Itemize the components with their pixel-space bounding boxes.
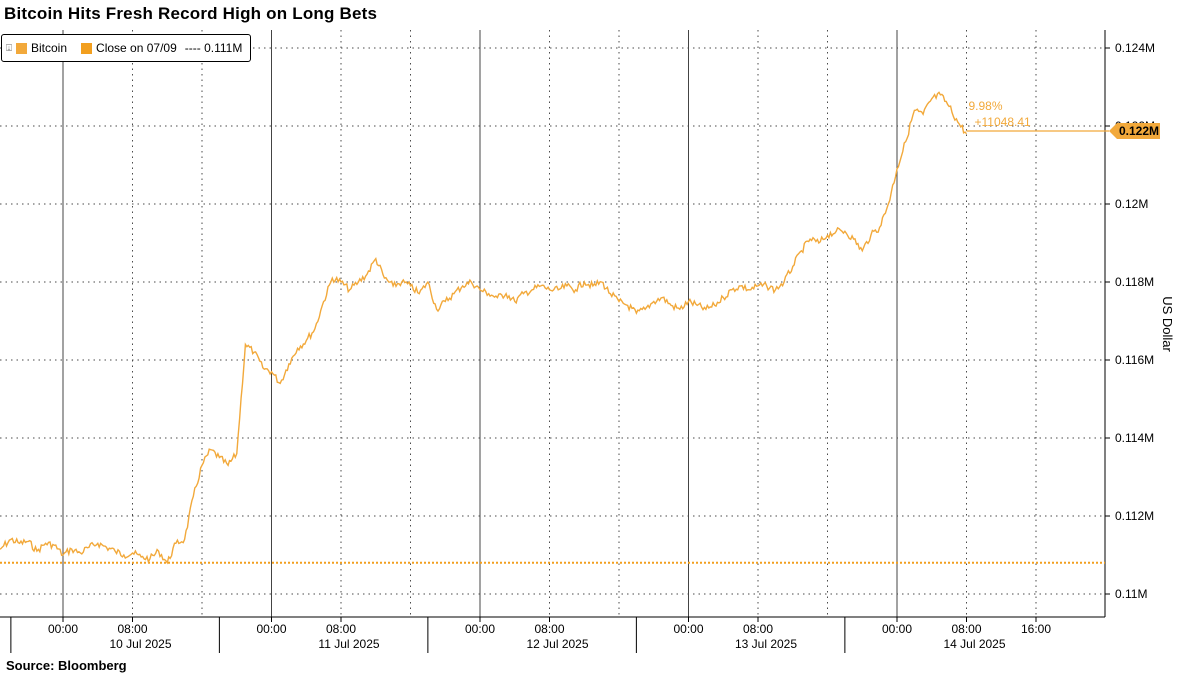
y-tick-label: 0.11M xyxy=(1115,587,1147,601)
x-tick-label: 00:00 xyxy=(882,622,912,636)
last-value-text: 0.122M xyxy=(1119,124,1159,138)
source-note: Source: Bloomberg xyxy=(6,658,127,673)
x-axis: 00:00 08:00 00:00 08:00 00:00 08:00 00:00 08:00… xyxy=(0,616,1105,653)
y-tick-label: 0.118M xyxy=(1115,275,1154,289)
legend-item-bitcoin[interactable]: ⍗ Bitcoin xyxy=(6,41,67,55)
annotation-absolute: +11048.41 xyxy=(975,115,1031,129)
legend-item-close[interactable]: Close on 07/09 ---- 0.111M xyxy=(73,41,242,55)
x-date-label: 13 Jul 2025 xyxy=(735,637,797,651)
annotation-percent: 9.98% xyxy=(969,99,1003,113)
bitcoin-swatch-icon xyxy=(16,42,27,54)
y-tick-label: 0.12M xyxy=(1115,197,1148,211)
x-date-label: 11 Jul 2025 xyxy=(318,637,379,651)
y-axis-title: US Dollar xyxy=(1160,296,1175,352)
grid xyxy=(0,30,1105,617)
x-tick-label: 08:00 xyxy=(326,622,356,636)
x-tick-label: 08:00 xyxy=(743,622,773,636)
legend-close-value: ---- 0.111M xyxy=(184,41,243,55)
x-tick-label: 00:00 xyxy=(673,622,703,636)
x-tick-label: 08:00 xyxy=(951,622,981,636)
y-tick-label: 0.114M xyxy=(1115,431,1154,445)
x-tick-label: 00:00 xyxy=(256,622,286,636)
legend-label-close: Close on 07/09 xyxy=(96,41,177,55)
day-separators xyxy=(62,30,898,617)
legend-label-bitcoin: Bitcoin xyxy=(31,41,68,55)
x-tick-label: 00:00 xyxy=(465,622,495,636)
x-tick-label: 08:00 xyxy=(117,622,147,636)
pin-icon: ⍗ xyxy=(6,42,12,54)
y-tick-label: 0.112M xyxy=(1115,509,1154,523)
y-axis: 0.11M0.112M0.114M0.116M0.118M0.12M0.122M… xyxy=(1104,30,1155,617)
y-tick-label: 0.116M xyxy=(1115,353,1154,367)
series-line-bitcoin xyxy=(0,91,968,565)
y-tick-label: 0.124M xyxy=(1115,41,1155,55)
x-tick-label: 00:00 xyxy=(48,622,78,636)
x-date-label: 12 Jul 2025 xyxy=(526,637,588,651)
chart-title: Bitcoin Hits Fresh Record High on Long B… xyxy=(4,4,378,23)
legend: ⍗ Bitcoin Close on 07/09 ---- 0.111M xyxy=(1,34,252,62)
last-value-label: 0.122M xyxy=(1109,123,1160,139)
x-date-label: 14 Jul 2025 xyxy=(943,637,1005,651)
close-swatch-icon xyxy=(81,42,93,54)
x-tick-label: 16:00 xyxy=(1021,622,1051,636)
x-date-label: 10 Jul 2025 xyxy=(109,637,171,651)
x-tick-label: 08:00 xyxy=(534,622,564,636)
